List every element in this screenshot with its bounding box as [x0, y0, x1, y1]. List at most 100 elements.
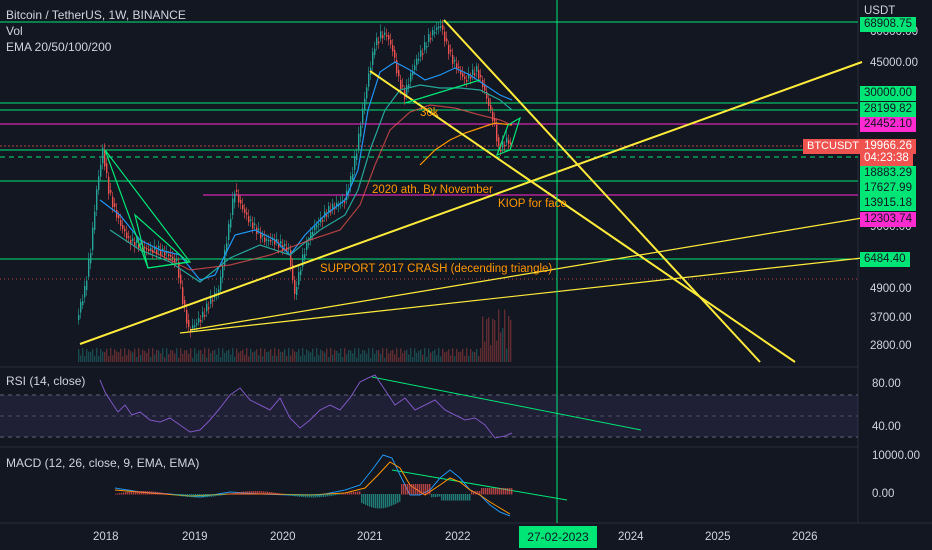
macd-histogram-bar: [229, 493, 231, 495]
symbol-price-tag[interactable]: BTCUSDT: [803, 139, 863, 154]
annotation-30k[interactable]: 30k: [420, 107, 439, 119]
candle-body: [106, 163, 108, 174]
price-tag-17627[interactable]: 17627.99: [860, 181, 916, 196]
macd-histogram-bar: [343, 493, 345, 495]
volume-bar: [382, 348, 384, 362]
macd-histogram-bar: [475, 491, 477, 495]
volume-bar: [384, 357, 386, 362]
price-tag-28199[interactable]: 28199.82: [860, 102, 916, 117]
macd-histogram-bar: [425, 484, 427, 495]
candle-body: [86, 280, 88, 290]
candle-body: [236, 190, 238, 192]
triangle-2018-b: [133, 213, 190, 269]
macd-histogram-bar: [449, 494, 451, 501]
volume-bar: [478, 356, 480, 362]
macd-histogram-bar: [253, 491, 255, 495]
candle-body: [234, 193, 236, 203]
candle-body: [260, 232, 262, 239]
macd-histogram-bar: [303, 494, 305, 498]
ema-50-line: [109, 84, 513, 283]
candle-body: [162, 248, 164, 251]
annotation-support[interactable]: SUPPORT 2017 CRASH (decending triangle): [320, 263, 553, 275]
price-tag-68908[interactable]: 68908.75: [860, 17, 916, 32]
candle-body: [374, 48, 376, 55]
volume-bar: [148, 348, 150, 362]
volume-bar: [482, 316, 484, 362]
price-tag-current[interactable]: 19966.26: [860, 139, 916, 154]
volume-bar: [242, 349, 244, 362]
volume-bar: [140, 354, 142, 362]
time-tick-2018: 2018: [93, 531, 119, 543]
volume-bar: [412, 357, 414, 362]
candlesticks[interactable]: [78, 19, 512, 338]
volume-bar: [96, 348, 98, 362]
annotation-kiop[interactable]: KIOP for face: [498, 198, 567, 210]
candle-body: [92, 227, 94, 250]
candle-body: [306, 241, 308, 250]
volume-bar: [230, 354, 232, 362]
macd-histogram-bar: [315, 494, 317, 498]
price-tag-30000[interactable]: 30000.00: [860, 86, 916, 101]
cursor-date-tag[interactable]: 27-02-2023: [519, 526, 597, 548]
candle-body: [110, 190, 112, 193]
price-tag-13915[interactable]: 13915.18: [860, 196, 916, 211]
ema-200-line: [419, 122, 513, 166]
macd-histogram-bar: [363, 494, 365, 504]
price-tag-12303[interactable]: 12303.74: [860, 212, 916, 227]
candle-body: [498, 137, 500, 147]
candle-body: [196, 323, 198, 325]
yellow-trendlines[interactable]: [79, 19, 863, 363]
candle-body: [358, 133, 360, 150]
horizontal-levels[interactable]: [0, 21, 858, 280]
macd-histogram-bar: [143, 491, 145, 495]
macd-histogram-bar: [291, 494, 293, 496]
volume-bar: [270, 349, 272, 362]
macd-histogram-bar: [393, 494, 395, 505]
macd-histogram-bar: [223, 494, 225, 496]
macd-histogram-bar: [189, 494, 191, 498]
candle-body: [380, 31, 382, 39]
macd-histogram-bar: [399, 494, 401, 502]
price-tag-24452[interactable]: 24452.10: [860, 117, 916, 132]
volume-bar: [116, 351, 118, 362]
ema-legend[interactable]: EMA 20/50/100/200: [6, 40, 112, 54]
volume-bar: [490, 345, 492, 362]
macd-histogram-bar: [217, 494, 219, 496]
candle-body: [430, 38, 432, 40]
annotation-ath[interactable]: 2020 ath. By November: [372, 184, 493, 196]
candle-body: [204, 315, 206, 317]
macd-histogram-bar: [511, 488, 513, 495]
price-tag-6484[interactable]: 6484.40: [860, 252, 910, 267]
candle-body: [268, 239, 270, 242]
rsi-legend[interactable]: RSI (14, close): [6, 374, 86, 388]
candle-body: [486, 91, 488, 99]
macd-legend[interactable]: MACD (12, 26, close, 9, EMA, EMA): [6, 456, 200, 470]
volume-bar: [134, 348, 136, 362]
volume-bar: [416, 352, 418, 362]
macd-histogram-bar: [171, 494, 173, 495]
candle-body: [102, 147, 104, 164]
macd-histogram-bar: [215, 494, 217, 497]
volume-bar: [168, 354, 170, 362]
macd-histogram-bar: [139, 491, 141, 495]
macd-histogram-bar: [195, 494, 197, 498]
volume-bar: [172, 350, 174, 362]
candle-body: [200, 320, 202, 322]
price-tag-18883[interactable]: 18883.29: [860, 166, 916, 181]
symbol-title[interactable]: Bitcoin / TetherUS, 1W, BINANCE: [6, 8, 186, 22]
volume-bar: [208, 348, 210, 362]
macd-histogram-bar: [231, 493, 233, 495]
macd-histogram-bar: [141, 491, 143, 495]
macd-histogram-bar: [279, 493, 281, 495]
candle-body: [112, 196, 114, 208]
volume-legend[interactable]: Vol: [6, 24, 23, 38]
candle-body: [508, 140, 510, 144]
volume-bar: [178, 357, 180, 362]
macd-histogram-bar: [205, 494, 207, 498]
green-drawings[interactable]: [104, 79, 642, 501]
volume-bar: [488, 317, 490, 362]
candle-body: [468, 73, 470, 79]
volume-bar: [166, 348, 168, 362]
